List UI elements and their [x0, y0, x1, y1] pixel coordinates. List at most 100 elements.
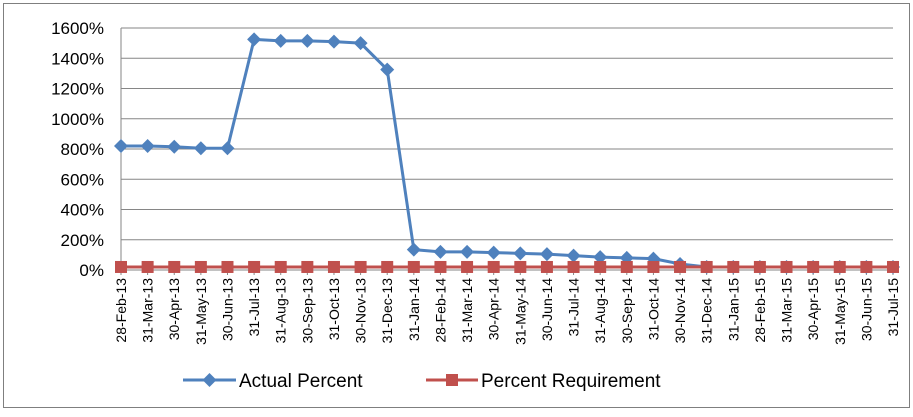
data-point	[381, 260, 394, 273]
x-tick-label: 31-Mar-13	[140, 278, 156, 343]
y-tick-label: 200%	[61, 231, 104, 250]
x-tick-label: 31-Oct-13	[326, 278, 342, 340]
x-tick-label: 31-Jul-13	[246, 278, 262, 337]
data-point	[353, 36, 368, 51]
data-point	[193, 141, 208, 156]
data-point	[327, 260, 340, 273]
data-point	[301, 260, 314, 273]
data-point	[221, 260, 234, 273]
x-tick-label: 30-Apr-15	[805, 278, 821, 340]
legend: Actual Percent Percent Requirement	[183, 371, 661, 392]
x-tick-label: 31-Jan-14	[406, 278, 422, 341]
x-tick-label: 31-Aug-13	[273, 278, 289, 344]
data-point	[780, 260, 793, 273]
data-point	[513, 246, 528, 261]
x-tick-label: 31-Mar-14	[459, 278, 475, 343]
data-point	[406, 242, 421, 257]
x-tick-label: 31-Jul-14	[566, 278, 582, 337]
data-point	[460, 244, 475, 259]
series-layer	[114, 32, 900, 274]
x-tick-label: 30-Sep-14	[619, 278, 635, 344]
data-point	[220, 141, 235, 156]
legend-item: Percent Requirement	[426, 371, 661, 392]
data-point	[167, 139, 182, 154]
data-point	[647, 260, 660, 273]
data-point	[860, 260, 873, 273]
data-point	[140, 138, 155, 153]
data-point	[194, 260, 207, 273]
data-point	[593, 250, 608, 265]
y-tick-label: 800%	[61, 140, 104, 159]
data-point	[567, 260, 580, 273]
y-tick-label: 1200%	[51, 80, 104, 99]
data-point	[248, 260, 261, 273]
data-point	[514, 260, 527, 273]
data-point	[114, 138, 128, 153]
data-point	[168, 260, 181, 273]
data-point	[247, 32, 262, 47]
x-tick-label: 31-May-15	[832, 278, 848, 345]
x-tick-label: 30-Sep-13	[299, 278, 315, 344]
data-point	[807, 260, 820, 273]
y-tick-label: 400%	[61, 201, 104, 220]
data-point	[620, 260, 633, 273]
data-point	[753, 260, 766, 273]
x-tick-label: 31-May-13	[193, 278, 209, 345]
x-axis: 28-Feb-13 31-Mar-13 30-Apr-13 31-May-13 30-J…	[113, 269, 901, 345]
x-tick-label: 30-Jun-14	[539, 278, 555, 341]
data-point	[407, 260, 420, 273]
data-point	[300, 33, 315, 48]
legend-marker	[202, 373, 217, 387]
legend-label: Percent Requirement	[481, 371, 661, 392]
data-point	[566, 248, 581, 263]
data-point	[833, 260, 846, 273]
data-point	[434, 260, 447, 273]
data-point	[674, 260, 687, 273]
data-point	[380, 62, 395, 77]
data-point	[433, 244, 448, 259]
data-point	[487, 260, 500, 273]
y-tick-label: 0%	[79, 261, 104, 280]
x-tick-label: 30-Jun-15	[858, 278, 874, 341]
x-tick-label: 31-May-14	[512, 278, 528, 345]
data-point	[887, 260, 899, 273]
x-tick-label: 31-Aug-14	[592, 278, 608, 344]
x-tick-label: 31-Dec-13	[379, 278, 395, 344]
x-tick-label: 31-Jul-15	[885, 278, 901, 337]
data-point	[326, 34, 341, 49]
y-tick-label: 600%	[61, 170, 104, 189]
x-tick-label: 30-Nov-13	[353, 278, 369, 344]
y-tick-label: 1600%	[51, 19, 104, 38]
data-point	[486, 245, 501, 260]
x-tick-label: 30-Apr-14	[486, 278, 502, 340]
data-point	[700, 260, 713, 273]
series-percent-requirement	[115, 260, 899, 273]
data-point	[461, 260, 474, 273]
y-tick-label: 1000%	[51, 110, 104, 129]
data-point	[115, 260, 127, 273]
x-tick-label: 28-Feb-15	[752, 278, 768, 343]
data-point	[594, 260, 607, 273]
data-point	[141, 260, 154, 273]
legend-label: Actual Percent	[239, 371, 363, 392]
x-tick-label: 31-Dec-14	[699, 278, 715, 344]
data-point	[540, 260, 553, 273]
x-tick-label: 30-Nov-14	[672, 278, 688, 344]
chart-border	[3, 3, 910, 408]
data-point	[354, 260, 367, 273]
x-tick-label: 28-Feb-13	[113, 278, 129, 343]
data-point	[274, 260, 287, 273]
x-tick-label: 31-Jan-15	[725, 278, 741, 341]
x-tick-label: 30-Jun-13	[219, 278, 235, 341]
x-tick-label: 28-Feb-14	[432, 278, 448, 343]
gridlines	[121, 27, 893, 271]
x-tick-label: 30-Apr-13	[166, 278, 182, 340]
legend-marker	[446, 374, 458, 386]
data-point	[727, 260, 740, 273]
legend-item: Actual Percent	[183, 371, 363, 392]
y-tick-label: 1400%	[51, 49, 104, 68]
data-point	[273, 33, 288, 48]
data-point	[539, 247, 554, 262]
